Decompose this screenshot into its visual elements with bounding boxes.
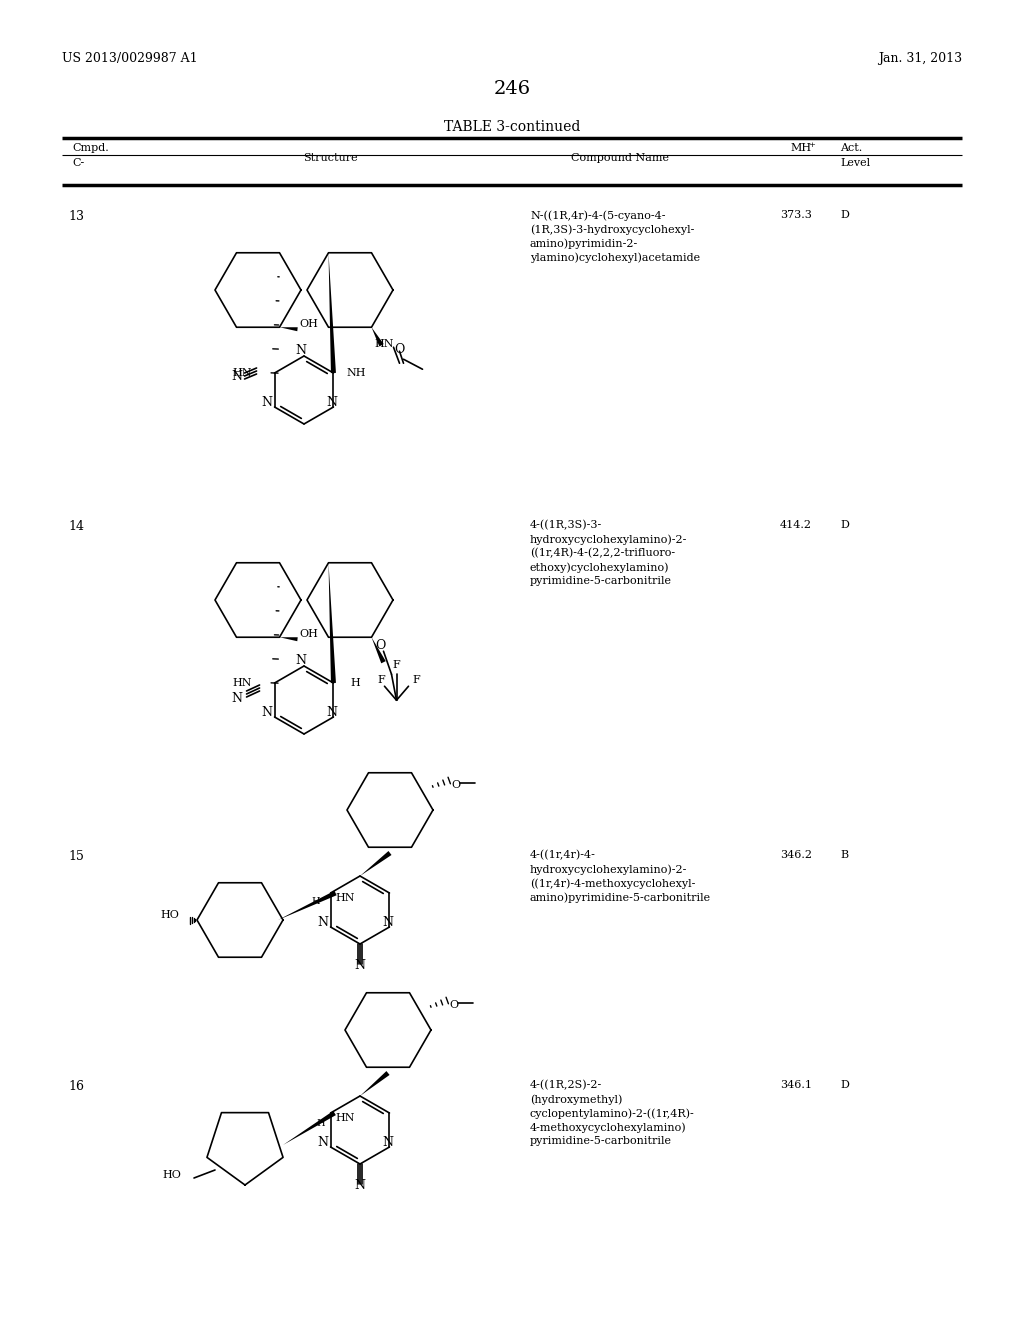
Text: 346.1: 346.1 <box>780 1080 812 1090</box>
Text: D: D <box>840 520 849 531</box>
Text: F: F <box>413 676 421 685</box>
Text: pyrimidine-5-carbonitrile: pyrimidine-5-carbonitrile <box>530 576 672 586</box>
Text: N: N <box>317 916 328 928</box>
Polygon shape <box>280 638 298 642</box>
Text: 13: 13 <box>68 210 84 223</box>
Text: +: + <box>808 141 815 149</box>
Text: HN: HN <box>375 339 394 350</box>
Text: Jan. 31, 2013: Jan. 31, 2013 <box>878 51 962 65</box>
Text: US 2013/0029987 A1: US 2013/0029987 A1 <box>62 51 198 65</box>
Text: HO: HO <box>161 909 179 920</box>
Polygon shape <box>372 638 386 664</box>
Text: N: N <box>382 1135 393 1148</box>
Text: TABLE 3-continued: TABLE 3-continued <box>443 120 581 135</box>
Text: N: N <box>382 916 393 928</box>
Text: hydroxycyclohexylamino)-2-: hydroxycyclohexylamino)-2- <box>530 865 687 875</box>
Text: N: N <box>261 396 272 408</box>
Text: H: H <box>311 896 319 906</box>
Text: Compound Name: Compound Name <box>571 153 669 162</box>
Polygon shape <box>329 252 336 374</box>
Text: HN: HN <box>335 894 354 903</box>
Text: N: N <box>296 655 306 668</box>
Text: N: N <box>231 693 242 705</box>
Text: hydroxycyclohexylamino)-2-: hydroxycyclohexylamino)-2- <box>530 535 687 545</box>
Text: ((1r,4r)-4-methoxycyclohexyl-: ((1r,4r)-4-methoxycyclohexyl- <box>530 878 695 888</box>
Polygon shape <box>278 891 337 920</box>
Text: N: N <box>354 960 366 972</box>
Text: 246: 246 <box>494 81 530 98</box>
Text: F: F <box>378 676 385 685</box>
Text: N: N <box>261 705 272 718</box>
Text: HN: HN <box>232 678 252 688</box>
Text: 16: 16 <box>68 1080 84 1093</box>
Polygon shape <box>280 327 298 331</box>
Text: N: N <box>326 396 337 408</box>
Text: (hydroxymethyl): (hydroxymethyl) <box>530 1094 623 1105</box>
Text: N: N <box>231 371 242 384</box>
Text: B: B <box>840 850 848 861</box>
Text: 373.3: 373.3 <box>780 210 812 220</box>
Text: N: N <box>296 345 306 358</box>
Text: Cmpd.: Cmpd. <box>72 143 109 153</box>
Text: ethoxy)cyclohexylamino): ethoxy)cyclohexylamino) <box>530 562 670 573</box>
Text: N: N <box>326 705 337 718</box>
Text: (1R,3S)-3-hydroxycyclohexyl-: (1R,3S)-3-hydroxycyclohexyl- <box>530 224 694 235</box>
Text: NH: NH <box>347 368 367 378</box>
Text: MH: MH <box>790 143 811 153</box>
Text: pyrimidine-5-carbonitrile: pyrimidine-5-carbonitrile <box>530 1137 672 1146</box>
Text: 4-((1r,4r)-4-: 4-((1r,4r)-4- <box>530 850 596 861</box>
Text: C-: C- <box>72 158 84 168</box>
Text: 15: 15 <box>68 850 84 863</box>
Text: N: N <box>354 1179 366 1192</box>
Text: HN: HN <box>232 368 252 378</box>
Polygon shape <box>329 562 336 684</box>
Text: Level: Level <box>840 158 870 168</box>
Polygon shape <box>372 327 384 346</box>
Text: HO: HO <box>163 1170 181 1180</box>
Text: HN: HN <box>335 1113 354 1123</box>
Text: OH: OH <box>299 319 318 329</box>
Text: D: D <box>840 1080 849 1090</box>
Text: O: O <box>376 639 386 652</box>
Text: ylamino)cyclohexyl)acetamide: ylamino)cyclohexyl)acetamide <box>530 252 700 263</box>
Text: 4-methoxycyclohexylamino): 4-methoxycyclohexylamino) <box>530 1122 687 1133</box>
Text: O: O <box>394 343 404 355</box>
Text: F: F <box>392 660 400 671</box>
Text: H: H <box>316 1118 325 1127</box>
Text: 4-((1R,2S)-2-: 4-((1R,2S)-2- <box>530 1080 602 1090</box>
Text: amino)pyrimidin-2-: amino)pyrimidin-2- <box>530 238 638 248</box>
Text: D: D <box>840 210 849 220</box>
Text: amino)pyrimidine-5-carbonitrile: amino)pyrimidine-5-carbonitrile <box>530 892 711 903</box>
Text: 414.2: 414.2 <box>780 520 812 531</box>
Text: N: N <box>317 1135 328 1148</box>
Text: 346.2: 346.2 <box>780 850 812 861</box>
Text: H: H <box>350 678 360 688</box>
Text: O: O <box>452 780 461 789</box>
Text: Act.: Act. <box>840 143 862 153</box>
Polygon shape <box>283 1111 336 1144</box>
Text: Structure: Structure <box>303 153 357 162</box>
Text: 4-((1R,3S)-3-: 4-((1R,3S)-3- <box>530 520 602 531</box>
Text: 14: 14 <box>68 520 84 533</box>
Polygon shape <box>360 1071 389 1096</box>
Text: ((1r,4R)-4-(2,2,2-trifluoro-: ((1r,4R)-4-(2,2,2-trifluoro- <box>530 548 675 558</box>
Polygon shape <box>360 851 391 876</box>
Text: N-((1R,4r)-4-(5-cyano-4-: N-((1R,4r)-4-(5-cyano-4- <box>530 210 666 220</box>
Text: OH: OH <box>299 630 318 639</box>
Text: cyclopentylamino)-2-((1r,4R)-: cyclopentylamino)-2-((1r,4R)- <box>530 1107 694 1118</box>
Text: O: O <box>450 999 459 1010</box>
